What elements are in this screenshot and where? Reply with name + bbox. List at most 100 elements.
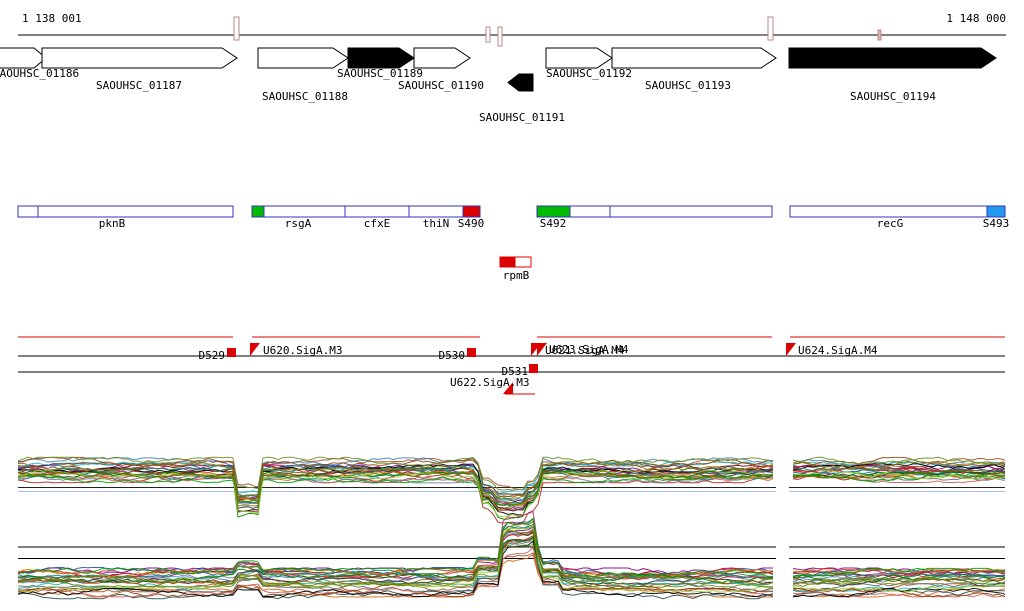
- transcript-label: thiN: [423, 217, 450, 230]
- terminator-hairpin-mark: [767, 16, 774, 41]
- gene-arrow-saouhsc-01188[interactable]: [257, 47, 349, 69]
- promoter-terminator-track: D529 D530 D531 U620.SigA.M3 U621.SigA.M4U623…: [18, 336, 1005, 395]
- expression-trace: [18, 469, 774, 520]
- expression-trace: [17, 456, 774, 491]
- gene-label: SAOUHSC_01188: [262, 90, 348, 103]
- promoter-flag[interactable]: [537, 343, 547, 356]
- expression-trace: [793, 474, 1006, 483]
- expression-profile-track: [17, 456, 1006, 600]
- ruler-marks: [18, 16, 1006, 47]
- gene-label: SAOUHSC_01189: [337, 67, 423, 80]
- expression-trace: [17, 536, 774, 583]
- expression-trace: [17, 463, 774, 516]
- promoter-flag[interactable]: [250, 343, 260, 356]
- gene-label: SAOUHSC_01191: [479, 111, 565, 124]
- terminator-marker[interactable]: [227, 348, 236, 357]
- expression-trace: [17, 524, 774, 593]
- gene-label: SAOUHSC_01190: [398, 79, 484, 92]
- region-end-coordinate: 1 148 000: [946, 12, 1006, 25]
- expression-trace: [17, 457, 774, 499]
- promoter-label: U623.SigA.M4: [549, 343, 629, 356]
- ruler-track: 1 138 001 1 148 000: [18, 12, 1006, 47]
- transcript-label: S492: [540, 217, 567, 230]
- transcript-label: S490: [458, 217, 485, 230]
- region-start-coordinate: 1 138 001: [22, 12, 82, 25]
- expression-trace: [792, 573, 1006, 582]
- expression-trace: [792, 568, 1006, 575]
- transcript-segment-block[interactable]: [462, 205, 481, 218]
- promoter-flag[interactable]: [786, 343, 796, 356]
- terminator-label: D531: [502, 365, 529, 378]
- expression-trace: [792, 470, 1006, 477]
- transcript-segment-block[interactable]: [499, 256, 516, 268]
- gene-label: SAOUHSC_01186: [0, 67, 79, 80]
- expression-trace: [17, 530, 774, 578]
- expression-trace: [793, 587, 1006, 598]
- transcript-label: S493: [983, 217, 1010, 230]
- gene-arrow-saouhsc-01186[interactable]: [0, 47, 47, 69]
- expression-trace: [17, 536, 774, 598]
- transcript-label: rpmB: [503, 269, 530, 282]
- expression-trace: [792, 461, 1006, 471]
- expression-trace: [18, 526, 773, 575]
- gene-label: SAOUHSC_01194: [850, 90, 936, 103]
- expression-trace: [17, 469, 774, 500]
- expression-trace: [17, 529, 774, 585]
- expression-trace: [793, 467, 1006, 477]
- expression-trace: [792, 576, 1006, 585]
- gene-arrow-saouhsc-01190[interactable]: [413, 47, 471, 69]
- expression-trace: [792, 456, 1006, 466]
- expression-trace: [17, 531, 774, 600]
- gene-arrow-saouhsc-01191[interactable]: [507, 73, 534, 92]
- transcript-segment-block[interactable]: [251, 205, 265, 218]
- expression-trace: [792, 463, 1006, 471]
- expression-trace: [793, 568, 1006, 576]
- terminator-marker[interactable]: [529, 364, 538, 373]
- promoter-label: U620.SigA.M3: [263, 344, 342, 357]
- expression-trace: [792, 456, 1005, 466]
- expression-trace: [792, 469, 1006, 479]
- expression-trace: [17, 540, 774, 598]
- expression-trace: [17, 467, 774, 505]
- expression-trace: [792, 578, 1006, 587]
- transcript-label: cfxE: [364, 217, 391, 230]
- transcript-label: recG: [877, 217, 904, 230]
- terminator-hairpin-mark: [485, 26, 491, 43]
- expression-trace: [17, 553, 773, 598]
- transcript-box[interactable]: [17, 205, 234, 218]
- gene-label: SAOUHSC_01187: [96, 79, 182, 92]
- gene-arrow-saouhsc-01193[interactable]: [611, 47, 777, 69]
- transcript-box[interactable]: [789, 205, 1006, 218]
- promoter-label: U621.SigA.M4: [545, 344, 625, 357]
- terminator-label: D530: [439, 349, 466, 362]
- expression-trace: [792, 583, 1006, 593]
- gene-arrow-saouhsc-01192[interactable]: [545, 47, 613, 69]
- transcript-segment-block[interactable]: [986, 205, 1006, 218]
- terminator-hairpin-mark: [877, 29, 882, 41]
- terminator-label: D529: [199, 349, 226, 362]
- expression-trace: [792, 463, 1006, 474]
- expression-trace: [17, 517, 773, 577]
- gene-arrow-saouhsc-01189[interactable]: [347, 47, 415, 69]
- expression-trace: [792, 578, 1006, 585]
- gene-label: SAOUHSC_01193: [645, 79, 731, 92]
- gene-track: SAOUHSC_01186 SAOUHSC_01187 SAOUHSC_01188 S…: [0, 47, 997, 124]
- transcript-box[interactable]: [251, 205, 481, 218]
- promoter-flag[interactable]: [503, 382, 513, 394]
- promoter-label: U622.SigA.M3: [450, 376, 529, 389]
- expression-trace: [792, 567, 1006, 577]
- transcript-track: pknB rsgA cfxE thiN S490 S492 recG S493 rpmB: [17, 205, 1010, 282]
- terminator-hairpin-mark: [233, 16, 240, 41]
- terminator-marker[interactable]: [467, 348, 476, 357]
- expression-trace: [17, 474, 774, 507]
- transcript-box[interactable]: [536, 205, 773, 218]
- expression-trace: [17, 520, 773, 588]
- expression-trace: [792, 573, 1006, 583]
- gene-arrow-saouhsc-01194[interactable]: [788, 47, 997, 69]
- expression-trace: [17, 461, 774, 511]
- expression-trace: [792, 584, 1006, 593]
- gene-arrow-saouhsc-01187[interactable]: [41, 47, 238, 69]
- transcript-segment-block[interactable]: [536, 205, 571, 218]
